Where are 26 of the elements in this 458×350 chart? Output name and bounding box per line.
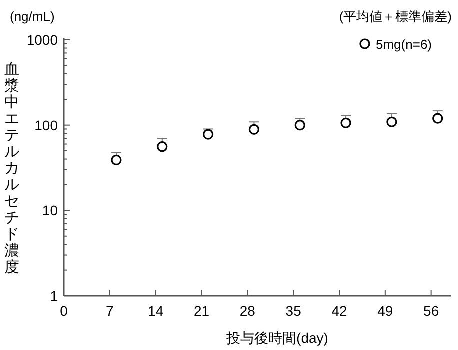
y-tick-label: 10: [42, 202, 58, 219]
text: 血漿中エテルカルセチド濃度: [4, 61, 20, 276]
point: [157, 142, 168, 152]
point: [203, 129, 214, 140]
y-tick-label: 100: [34, 117, 58, 134]
x-tick-label: 35: [286, 303, 302, 319]
x-tick-label: 28: [240, 303, 256, 319]
point: [111, 154, 122, 166]
y-tick-label: 1: [50, 288, 58, 304]
y-tick-label: 1000: [26, 32, 58, 48]
x-axis-title: 投与後時間(day): [226, 330, 328, 346]
x-tick-label: 0: [60, 303, 68, 319]
legend-label: 5mg(n=6): [376, 37, 432, 52]
point: [432, 113, 444, 124]
x-tick-label: 21: [194, 303, 210, 319]
point: [386, 116, 398, 128]
x-tick-label: 42: [332, 303, 348, 319]
x-tick-label: 56: [424, 303, 440, 319]
text: (平均値＋標準偏差): [339, 9, 452, 24]
point: [248, 124, 260, 135]
point: [340, 118, 352, 128]
text: (ng/mL): [10, 9, 55, 24]
point: [294, 120, 306, 131]
x-tick-label: 7: [106, 303, 114, 319]
x-tick-label: 14: [148, 303, 164, 319]
x-tick-label: 49: [378, 303, 394, 319]
